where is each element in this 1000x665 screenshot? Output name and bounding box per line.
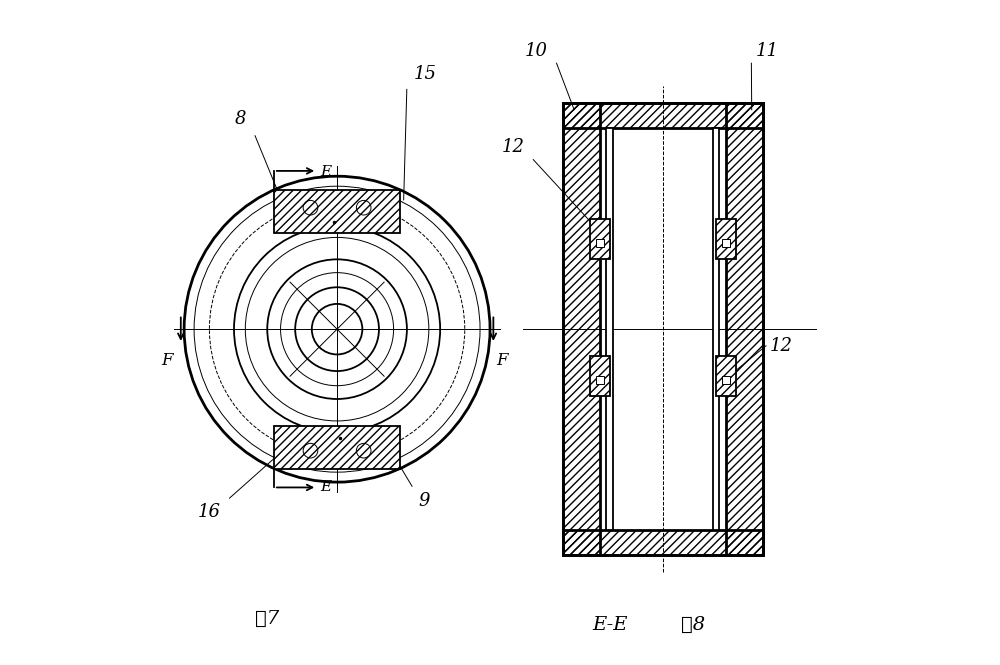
Bar	[274, 190, 400, 233]
Bar	[716, 219, 736, 259]
Bar	[590, 219, 610, 259]
Bar	[590, 219, 610, 259]
Text: E-E: E-E	[592, 616, 627, 634]
Bar	[274, 426, 400, 469]
Text: 11: 11	[755, 42, 778, 60]
Bar	[274, 190, 400, 233]
Bar	[274, 426, 400, 469]
Text: 15: 15	[414, 65, 437, 83]
Bar	[716, 356, 736, 396]
Bar	[722, 239, 730, 247]
Text: F: F	[497, 352, 508, 370]
Bar	[563, 530, 763, 555]
Text: E: E	[320, 164, 332, 179]
Text: 8: 8	[234, 110, 246, 128]
Text: 图8: 图8	[681, 616, 705, 634]
Bar	[590, 356, 610, 396]
Text: E: E	[320, 480, 332, 495]
Text: 12: 12	[769, 336, 792, 355]
Bar	[713, 128, 719, 530]
Bar	[596, 376, 604, 384]
Bar	[716, 356, 736, 396]
Text: 16: 16	[198, 503, 221, 521]
Bar	[590, 219, 610, 259]
Bar	[722, 376, 730, 384]
Bar	[563, 530, 763, 555]
Bar	[596, 239, 604, 247]
Bar	[563, 103, 600, 555]
Bar	[590, 356, 610, 396]
Text: 图7: 图7	[255, 609, 279, 628]
Bar	[563, 103, 600, 555]
Bar	[274, 426, 400, 469]
Text: 12: 12	[502, 138, 525, 156]
Text: F: F	[161, 352, 173, 370]
Bar	[274, 190, 400, 233]
Bar	[606, 128, 613, 530]
Bar	[716, 219, 736, 259]
Text: 10: 10	[525, 42, 548, 60]
Text: 9: 9	[419, 492, 430, 510]
Bar	[716, 356, 736, 396]
Bar	[563, 103, 763, 128]
Bar	[726, 103, 763, 555]
Bar	[563, 103, 763, 555]
Bar	[563, 103, 763, 128]
Bar	[590, 356, 610, 396]
Bar	[726, 103, 763, 555]
Bar	[716, 219, 736, 259]
